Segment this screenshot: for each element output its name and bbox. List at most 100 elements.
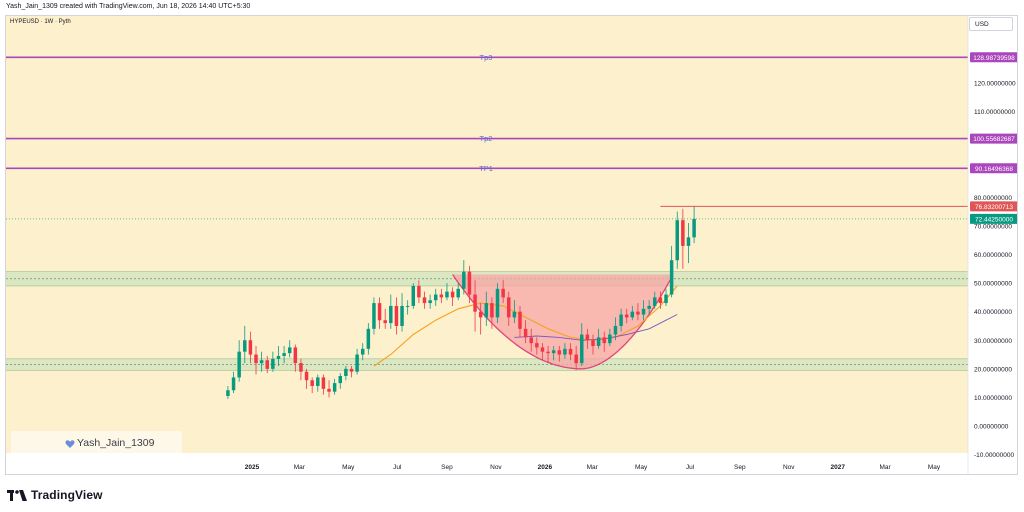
candle-body[interactable] [355,354,359,372]
candle-body[interactable] [299,363,303,372]
candle-body[interactable] [535,343,539,348]
candle-body[interactable] [613,325,618,335]
candle-body[interactable] [372,303,376,329]
candle-body[interactable] [400,305,404,326]
candle-body[interactable] [445,291,449,298]
candle-body[interactable] [394,305,399,326]
cup-curve [452,274,673,370]
y-tick-label: 80.00000000 [974,195,1012,202]
candle-body[interactable] [512,311,517,318]
candle-body[interactable] [507,297,511,318]
candle-body[interactable] [327,388,331,392]
candle-body[interactable] [664,294,668,304]
time-axis[interactable] [6,453,968,475]
candle-body[interactable] [686,237,691,246]
candle-body[interactable] [467,271,472,295]
candle-body[interactable] [321,377,326,389]
candle-body[interactable] [495,288,500,318]
candle-body[interactable] [417,285,421,298]
candle-body[interactable] [366,328,371,349]
candle-body[interactable] [405,305,410,307]
candle-body[interactable] [630,311,635,318]
candle-body[interactable] [377,303,382,321]
candle-body[interactable] [316,377,320,386]
price-axis[interactable] [968,16,1018,475]
tradingview-logo[interactable]: TradingView [7,488,103,502]
candle-body[interactable] [540,347,545,352]
candle-body[interactable] [669,260,674,295]
candle-body[interactable] [551,350,556,354]
candle-body[interactable] [619,314,623,326]
x-tick-label: May [342,464,355,471]
candle-body[interactable] [518,311,522,329]
candle-body[interactable] [563,348,567,355]
candle-body[interactable] [310,380,314,386]
candle-body[interactable] [265,360,269,369]
candle-body[interactable] [462,271,466,289]
candle-body[interactable] [383,320,387,324]
candle-body[interactable] [304,371,309,381]
candle-body[interactable] [293,347,298,364]
candle-body[interactable] [248,340,253,355]
target-price-tag [970,163,1017,174]
candle-body[interactable] [226,390,230,396]
candle-body[interactable] [568,348,573,355]
candle-body[interactable] [231,377,236,391]
candle-body[interactable] [276,355,281,359]
candle-body[interactable] [523,328,528,338]
candle-body[interactable] [349,368,354,372]
candle-body[interactable] [360,348,365,355]
candle-body[interactable] [332,383,337,392]
candle-body[interactable] [490,303,494,318]
credit-line: Yash_Jain_1309 created with TradingView.… [6,3,251,10]
candle-body[interactable] [254,354,258,364]
candle-body[interactable] [428,300,432,304]
candle-body[interactable] [450,291,455,298]
candle-body[interactable] [658,297,663,304]
candle-body[interactable] [433,294,438,301]
candle-body[interactable] [636,311,640,315]
currency-selector[interactable]: USD [969,17,1013,31]
candle-body[interactable] [608,334,612,344]
candle-body[interactable] [596,337,601,346]
candle-body[interactable] [411,285,416,306]
target-price-tag [970,52,1017,63]
candle-body[interactable] [243,340,247,352]
x-tick-label: Mar [294,464,306,471]
candle-body[interactable] [529,337,533,344]
candle-body[interactable] [653,297,657,306]
candle-body[interactable] [641,308,646,315]
candle-body[interactable] [389,305,393,324]
candle-body[interactable] [287,347,292,354]
plot-background [6,16,968,474]
candle-body[interactable] [580,334,584,364]
candle-body[interactable] [557,350,562,355]
candle-body[interactable] [501,288,505,298]
candle-body[interactable] [282,353,286,356]
candle-body[interactable] [344,368,348,376]
candle-body[interactable] [647,305,651,309]
candle-body[interactable] [546,351,550,354]
candle-body[interactable] [422,297,427,304]
price-chart[interactable]: Tp3 128.98739598 Tp2 100.55682687 TP1 90.1649… [6,16,1018,475]
candle-body[interactable] [439,294,444,298]
candle-body[interactable] [271,358,275,369]
candle-body[interactable] [574,354,578,364]
candle-body[interactable] [478,311,483,318]
candle-body[interactable] [237,351,241,378]
candle-body[interactable] [338,375,342,384]
target-price-label: 128.98739598 [973,55,1015,62]
candle-body[interactable] [585,334,590,341]
candle-body[interactable] [591,340,595,346]
candle-body[interactable] [473,294,477,312]
candle-body[interactable] [259,360,264,364]
candle-body[interactable] [681,220,685,246]
candle-body[interactable] [624,314,629,318]
candle-body[interactable] [484,303,489,318]
candle-body[interactable] [692,218,696,238]
candle-body[interactable] [675,220,679,261]
candle-body[interactable] [456,288,460,298]
y-tick-label: 0.00000000 [974,424,1009,431]
candle-body[interactable] [602,337,606,344]
chart-frame[interactable]: Tp3 128.98739598 Tp2 100.55682687 TP1 90.1649… [5,15,1018,475]
